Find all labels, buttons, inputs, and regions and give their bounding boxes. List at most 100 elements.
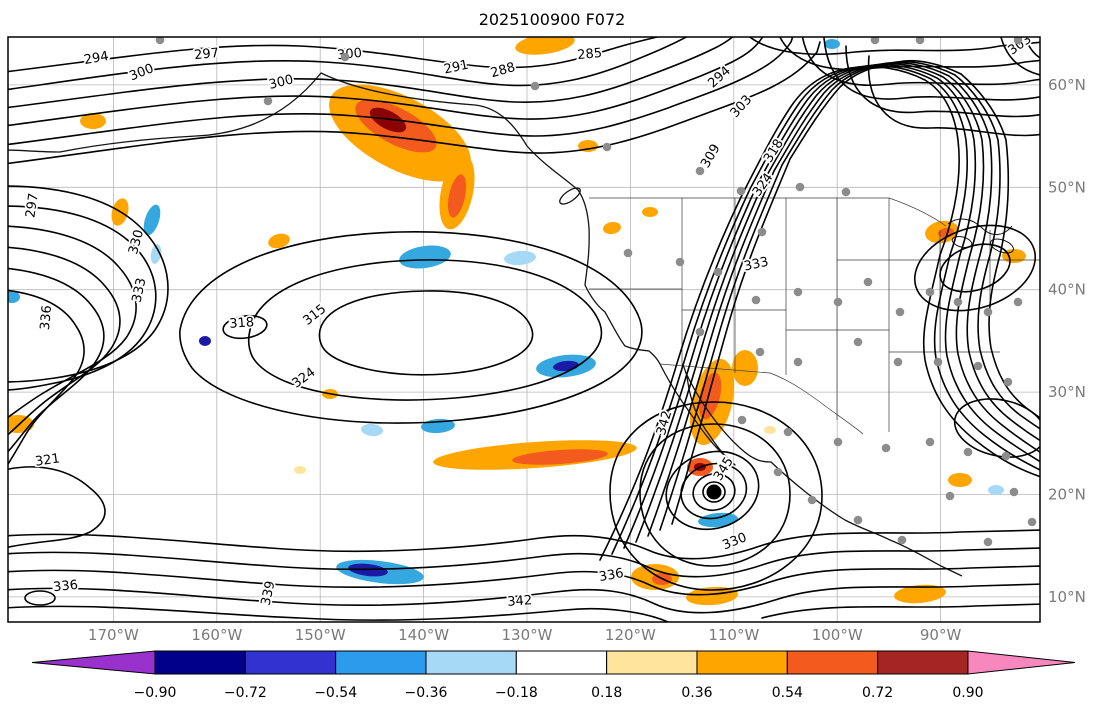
contour-line xyxy=(692,472,736,512)
y-tick-label: 10°N xyxy=(1048,588,1086,606)
lake-outline xyxy=(951,236,973,248)
shade-blob-orange xyxy=(894,584,946,604)
contour-line xyxy=(635,62,1040,543)
colorbar-segment xyxy=(154,650,246,675)
shade-blob-light_blue xyxy=(988,485,1004,495)
station-dot xyxy=(793,357,803,367)
contour-line xyxy=(8,41,821,165)
contour-line xyxy=(8,565,1040,596)
contour-label: 318 xyxy=(229,315,255,332)
station-dot xyxy=(863,277,873,287)
station-dot xyxy=(925,287,935,297)
contour-label: 330 xyxy=(126,228,147,256)
shade-blob-light_blue xyxy=(150,244,162,264)
colorbar-tick-label: −0.72 xyxy=(224,685,267,701)
contour-line xyxy=(599,65,1040,561)
contour-label: 336 xyxy=(38,305,55,331)
contour-line xyxy=(8,185,169,383)
colorbar: −0.90 −0.72 −0.54 −0.36 −0.18 0.18 0.36 0.54 0.7… xyxy=(31,650,1076,701)
colorbar-tick-label: 0.54 xyxy=(772,685,803,701)
shade-blob-dark_red xyxy=(369,107,407,133)
station-dot xyxy=(897,535,907,545)
contour-line xyxy=(867,55,1040,137)
shade-blob-orange xyxy=(948,473,972,487)
station-dot xyxy=(963,447,973,457)
x-tick-label: 150°W xyxy=(295,626,346,644)
contour-label: 339 xyxy=(259,580,279,607)
colorbar-tick-label: −0.90 xyxy=(134,685,177,701)
shade-blob-orange xyxy=(515,37,575,55)
axis-label-layer: 170°W 160°W 150°W 140°W 130°W 120°W 110°W 100°W… xyxy=(88,76,1086,644)
contour-line xyxy=(913,224,1037,312)
contour-line xyxy=(8,267,105,453)
shade-blob-cyan xyxy=(824,39,840,49)
contour-line xyxy=(8,225,137,419)
contour-label: 330 xyxy=(720,530,749,553)
colorbar-extend-left xyxy=(31,650,156,675)
station-dot xyxy=(713,267,723,277)
shade-blob-cyan xyxy=(399,245,451,269)
station-dot xyxy=(841,187,851,197)
contour-line xyxy=(748,37,1040,56)
contour-line xyxy=(953,398,1040,458)
station-dot xyxy=(1013,37,1023,45)
station-layer xyxy=(155,37,1037,547)
station-dot xyxy=(1001,451,1011,461)
station-dot xyxy=(263,96,273,106)
station-dot xyxy=(983,307,993,317)
station-dot xyxy=(895,307,905,317)
contour-label: 303 xyxy=(1006,32,1035,59)
contour-label: 297 xyxy=(194,46,220,64)
y-tick-label: 30°N xyxy=(1048,383,1086,401)
contour-label: 345 xyxy=(711,455,737,484)
station-dot xyxy=(881,443,891,453)
contour-label: 285 xyxy=(577,46,603,63)
contour-line xyxy=(8,466,106,549)
colorbar-extend-right xyxy=(967,650,1076,675)
shade-blob-orange xyxy=(268,233,290,249)
station-dot xyxy=(807,495,817,505)
station-dot xyxy=(953,297,963,307)
y-tick-label: 50°N xyxy=(1048,178,1086,196)
station-dot xyxy=(945,491,955,501)
contour-line xyxy=(939,243,1011,293)
contour-line xyxy=(1000,37,1040,76)
contour-line xyxy=(8,289,85,466)
station-dot xyxy=(893,357,903,367)
station-dot xyxy=(773,467,783,477)
state-border xyxy=(659,363,864,435)
station-dot xyxy=(853,515,863,525)
station-dot xyxy=(783,427,793,437)
x-tick-label: 90°W xyxy=(920,626,962,644)
contour-label: 288 xyxy=(489,60,517,81)
station-dot xyxy=(833,437,843,447)
contour-label: 300 xyxy=(337,46,363,64)
station-dot xyxy=(155,37,165,45)
contour-label: 333 xyxy=(743,255,770,275)
contour-line xyxy=(801,37,1040,86)
contour-label: 309 xyxy=(698,142,723,171)
colorbar-tick-label: 0.18 xyxy=(591,685,622,701)
contour-layer xyxy=(8,37,1040,622)
x-tick-label: 170°W xyxy=(88,626,139,644)
station-dot xyxy=(602,142,612,152)
contour-label: 342 xyxy=(507,593,533,610)
station-dot xyxy=(736,186,746,196)
colorbar-segment xyxy=(606,650,698,675)
station-dot xyxy=(915,37,925,45)
contour-line xyxy=(8,205,157,391)
station-dot xyxy=(925,437,935,447)
x-tick-label: 110°W xyxy=(708,626,759,644)
coastline xyxy=(686,374,963,577)
contour-line xyxy=(665,450,760,531)
contour-line xyxy=(671,59,1040,525)
colorbar-segment xyxy=(425,650,517,675)
contour-line xyxy=(8,529,1040,560)
shade-blob-cyan xyxy=(143,204,161,236)
contour-label: 297 xyxy=(23,192,41,219)
station-dot xyxy=(695,327,705,337)
station-dot xyxy=(675,257,685,267)
contour-line xyxy=(8,37,794,146)
contour-line xyxy=(8,37,689,91)
